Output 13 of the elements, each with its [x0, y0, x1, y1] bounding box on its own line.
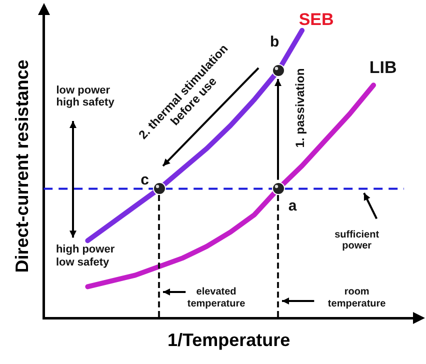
annotation: room temperature: [328, 286, 386, 310]
annotation: elevated temperature: [187, 286, 246, 310]
annotation: high power low safety: [56, 244, 115, 270]
annotation: 1. passivation: [292, 68, 308, 148]
series-label: LIB: [369, 58, 397, 78]
series-label: SEB: [298, 10, 334, 30]
x-axis-title: 1/Temperature: [167, 330, 290, 350]
annotation: sufficient power: [334, 229, 380, 252]
y-axis-title: Direct-current resistance: [12, 60, 32, 273]
annotation: c: [140, 172, 149, 189]
annotation: a: [288, 197, 297, 215]
annotation: b: [270, 33, 280, 51]
annotation: low power high safety: [56, 84, 114, 110]
